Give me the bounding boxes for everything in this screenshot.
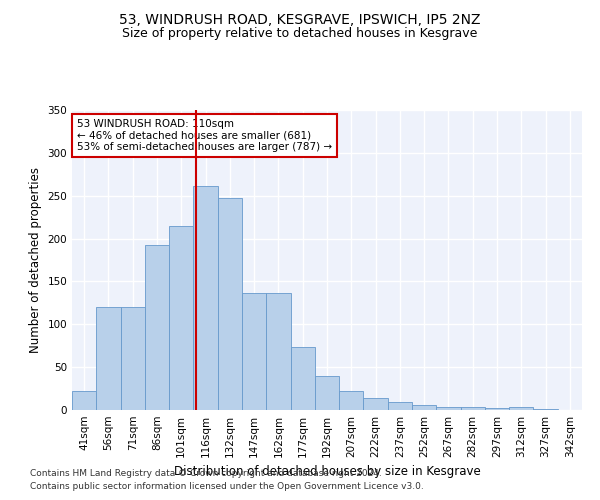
X-axis label: Distribution of detached houses by size in Kesgrave: Distribution of detached houses by size … [173,466,481,478]
Bar [121,307,145,410]
Text: 53, WINDRUSH ROAD, KESGRAVE, IPSWICH, IP5 2NZ: 53, WINDRUSH ROAD, KESGRAVE, IPSWICH, IP… [119,12,481,26]
Bar [145,244,169,410]
Text: Size of property relative to detached houses in Kesgrave: Size of property relative to detached ho… [122,28,478,40]
Bar [509,406,533,410]
Y-axis label: Number of detached properties: Number of detached properties [29,167,42,353]
Bar [266,294,290,410]
Bar [364,398,388,410]
Text: Contains HM Land Registry data © Crown copyright and database right 2024.: Contains HM Land Registry data © Crown c… [30,468,382,477]
Bar [315,376,339,410]
Bar [412,405,436,410]
Bar [169,226,193,410]
Bar [533,409,558,410]
Bar [96,307,121,410]
Bar [193,186,218,410]
Bar [72,391,96,410]
Bar [436,406,461,410]
Bar [339,391,364,410]
Text: Contains public sector information licensed under the Open Government Licence v3: Contains public sector information licen… [30,482,424,491]
Bar [461,408,485,410]
Bar [218,198,242,410]
Text: 53 WINDRUSH ROAD: 110sqm
← 46% of detached houses are smaller (681)
53% of semi-: 53 WINDRUSH ROAD: 110sqm ← 46% of detach… [77,119,332,152]
Bar [242,294,266,410]
Bar [290,346,315,410]
Bar [388,402,412,410]
Bar [485,408,509,410]
